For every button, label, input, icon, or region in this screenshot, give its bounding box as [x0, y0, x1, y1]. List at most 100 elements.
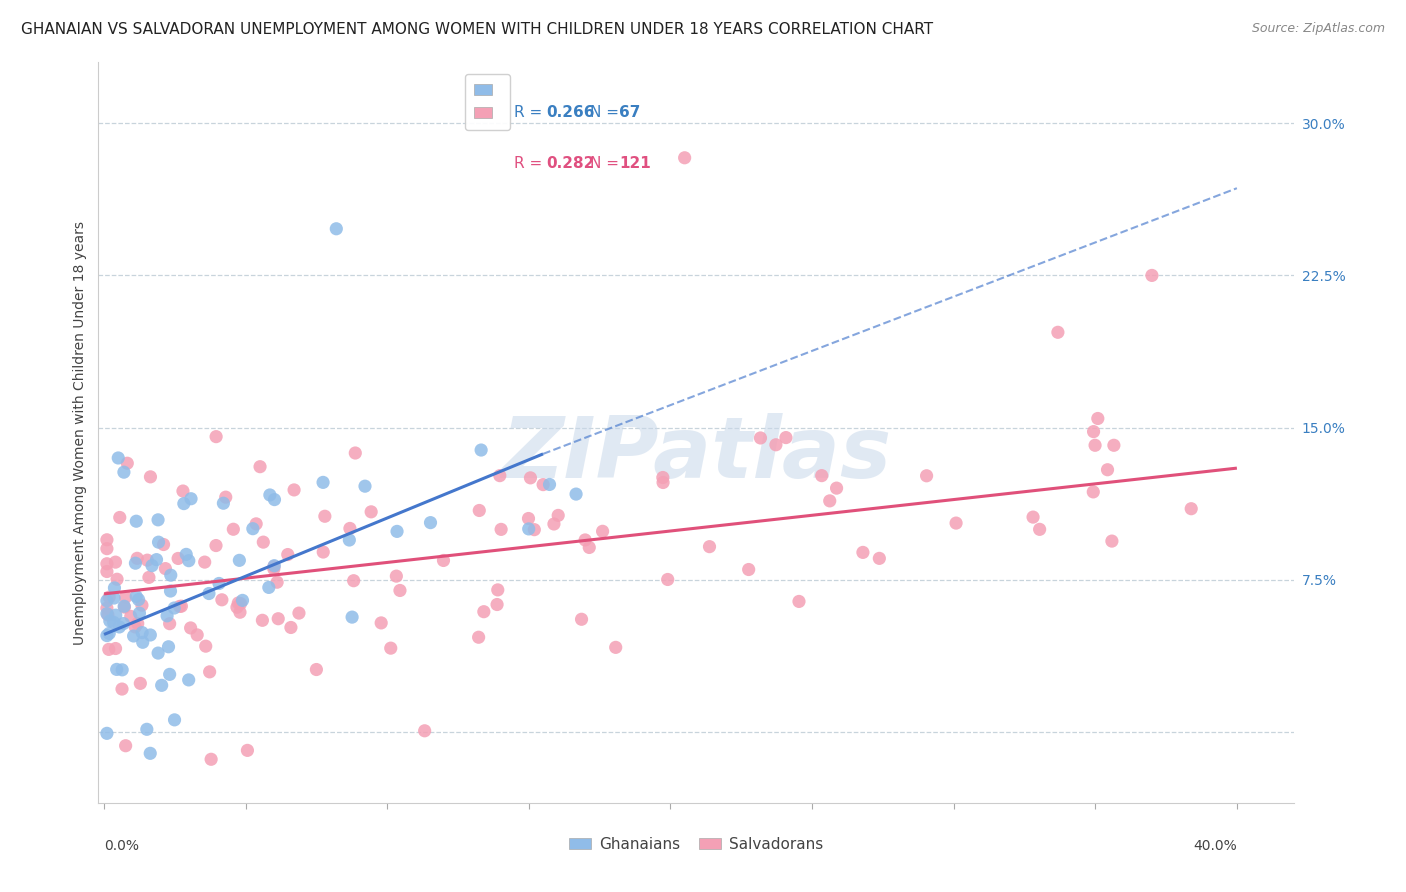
Point: [114, 590, 136, 604]
Text: 0.282: 0.282: [547, 156, 595, 171]
Point: [96, 601, 118, 615]
Point: [314, 509, 336, 524]
Point: [1022, 510, 1045, 524]
Point: [170, 599, 193, 614]
Point: [749, 431, 772, 445]
Point: [145, 552, 167, 566]
Point: [245, 516, 267, 531]
Point: [547, 508, 569, 523]
Text: N =: N =: [589, 156, 623, 171]
Point: [152, 537, 174, 551]
Point: [96, 726, 118, 740]
Point: [98, 590, 121, 604]
Point: [112, 599, 135, 614]
Point: [651, 470, 673, 484]
Point: [312, 545, 335, 559]
Point: [488, 468, 510, 483]
Point: [1140, 268, 1163, 283]
Text: R =: R =: [515, 156, 547, 171]
Point: [103, 591, 125, 605]
Point: [517, 511, 540, 525]
Point: [112, 465, 135, 479]
Point: [163, 601, 186, 615]
Point: [96, 533, 118, 547]
Point: [208, 576, 231, 591]
Point: [259, 488, 281, 502]
Point: [97, 642, 120, 657]
Point: [159, 568, 181, 582]
Point: [114, 600, 136, 615]
Point: [159, 667, 181, 681]
Point: [252, 535, 274, 549]
Point: [128, 606, 150, 620]
Point: [915, 468, 938, 483]
Point: [114, 739, 136, 753]
Point: [868, 551, 890, 566]
Point: [775, 431, 797, 445]
Point: [1028, 522, 1050, 536]
Point: [699, 540, 721, 554]
Point: [432, 553, 454, 567]
Point: [141, 558, 163, 573]
Point: [571, 612, 593, 626]
Text: 121: 121: [620, 156, 651, 171]
Point: [198, 586, 221, 600]
Point: [172, 483, 194, 498]
Text: R =: R =: [515, 104, 547, 120]
Point: [1084, 438, 1107, 452]
Point: [592, 524, 614, 539]
Point: [737, 562, 759, 576]
Point: [136, 553, 159, 567]
Point: [128, 592, 150, 607]
Point: [388, 583, 411, 598]
Point: [360, 505, 382, 519]
Point: [157, 640, 180, 654]
Point: [1083, 484, 1105, 499]
Point: [229, 597, 252, 611]
Point: [519, 471, 541, 485]
Point: [818, 494, 841, 508]
Point: [852, 545, 875, 559]
Point: [112, 616, 135, 631]
Point: [1180, 501, 1202, 516]
Point: [312, 475, 335, 490]
Point: [200, 752, 222, 766]
Point: [146, 513, 169, 527]
Point: [107, 450, 129, 465]
Point: [198, 665, 221, 679]
Point: [277, 548, 299, 562]
Point: [257, 581, 280, 595]
Point: [673, 151, 696, 165]
Point: [226, 600, 249, 615]
Point: [103, 615, 125, 630]
Point: [263, 558, 285, 573]
Point: [354, 479, 377, 493]
Point: [226, 596, 249, 610]
Point: [105, 662, 128, 676]
Point: [132, 635, 155, 649]
Text: ZIPatlas: ZIPatlas: [501, 413, 891, 496]
Point: [472, 605, 495, 619]
Point: [565, 487, 588, 501]
Text: 40.0%: 40.0%: [1194, 839, 1237, 854]
Point: [97, 607, 120, 622]
Point: [125, 514, 148, 528]
Point: [266, 575, 288, 590]
Point: [531, 477, 554, 491]
Point: [122, 629, 145, 643]
Point: [103, 581, 125, 595]
Point: [205, 430, 228, 444]
Point: [127, 551, 149, 566]
Point: [169, 599, 191, 614]
Point: [288, 606, 311, 620]
Point: [222, 522, 245, 536]
Point: [139, 470, 162, 484]
Legend: Ghanaians, Salvadorans: Ghanaians, Salvadorans: [562, 830, 830, 858]
Point: [194, 639, 217, 653]
Point: [150, 678, 173, 692]
Point: [652, 475, 675, 490]
Point: [305, 663, 328, 677]
Point: [96, 607, 118, 621]
Point: [340, 610, 363, 624]
Point: [486, 598, 509, 612]
